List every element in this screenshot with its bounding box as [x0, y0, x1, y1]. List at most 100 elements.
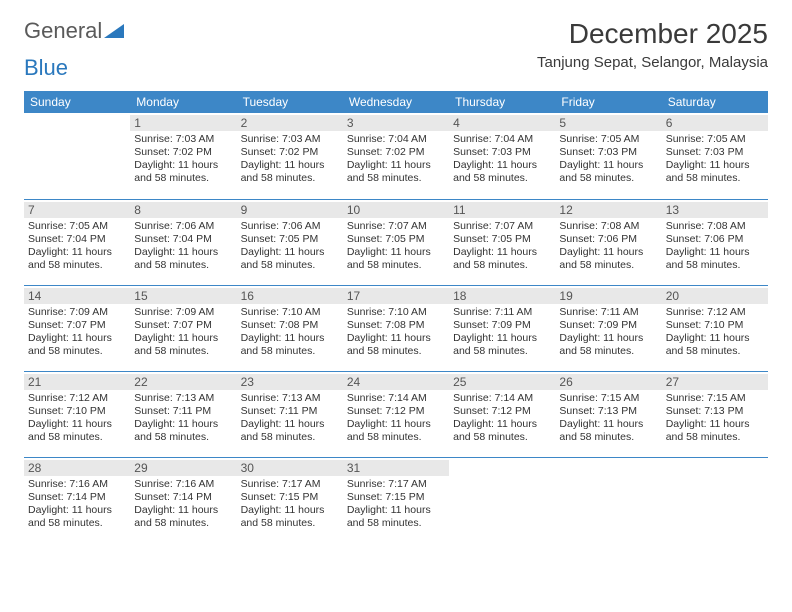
day-info: Sunrise: 7:03 AMSunset: 7:02 PMDaylight:… [241, 133, 339, 186]
daylight-text: Daylight: 11 hours [453, 159, 551, 172]
day-info: Sunrise: 7:08 AMSunset: 7:06 PMDaylight:… [559, 220, 657, 273]
sunset-text: Sunset: 7:02 PM [347, 146, 445, 159]
daylight-text: Daylight: 11 hours [453, 418, 551, 431]
calendar-cell: 28 Sunrise: 7:16 AMSunset: 7:14 PMDayligh… [24, 457, 130, 543]
day-info: Sunrise: 7:17 AMSunset: 7:15 PMDaylight:… [241, 478, 339, 531]
calendar-cell: 8 Sunrise: 7:06 AMSunset: 7:04 PMDaylight… [130, 199, 236, 285]
day-number: 5 [555, 115, 661, 131]
day-info: Sunrise: 7:06 AMSunset: 7:04 PMDaylight:… [134, 220, 232, 273]
day-info: Sunrise: 7:05 AMSunset: 7:03 PMDaylight:… [666, 133, 764, 186]
day-number: 2 [237, 115, 343, 131]
calendar-cell: 4 Sunrise: 7:04 AMSunset: 7:03 PMDaylight… [449, 113, 555, 199]
calendar-cell: 7Sunrise: 7:05 AMSunset: 7:04 PMDaylight… [24, 199, 130, 285]
day-info: Sunrise: 7:07 AMSunset: 7:05 PMDaylight:… [347, 220, 445, 273]
calendar-cell: 2 Sunrise: 7:03 AMSunset: 7:02 PMDaylight… [237, 113, 343, 199]
daylight-text: Daylight: 11 hours [28, 418, 126, 431]
triangle-icon [104, 18, 124, 44]
day-number: 8 [130, 202, 236, 218]
sunrise-text: Sunrise: 7:11 AM [453, 306, 551, 319]
sunrise-text: Sunrise: 7:13 AM [241, 392, 339, 405]
daylight-text-2: and 58 minutes. [453, 345, 551, 358]
sunrise-text: Sunrise: 7:15 AM [559, 392, 657, 405]
daylight-text: Daylight: 11 hours [347, 159, 445, 172]
column-header: Thursday [449, 91, 555, 113]
day-info: Sunrise: 7:11 AMSunset: 7:09 PMDaylight:… [559, 306, 657, 359]
day-number: 14 [24, 288, 130, 304]
month-title: December 2025 [537, 18, 768, 50]
sunrise-text: Sunrise: 7:03 AM [134, 133, 232, 146]
day-number: 16 [237, 288, 343, 304]
daylight-text-2: and 58 minutes. [134, 172, 232, 185]
sunrise-text: Sunrise: 7:09 AM [28, 306, 126, 319]
sunset-text: Sunset: 7:07 PM [134, 319, 232, 332]
calendar-cell [555, 457, 661, 543]
day-info: Sunrise: 7:13 AMSunset: 7:11 PMDaylight:… [134, 392, 232, 445]
sunset-text: Sunset: 7:10 PM [28, 405, 126, 418]
calendar-cell [24, 113, 130, 199]
day-number: 26 [555, 374, 661, 390]
daylight-text-2: and 58 minutes. [241, 172, 339, 185]
sunrise-text: Sunrise: 7:10 AM [347, 306, 445, 319]
daylight-text: Daylight: 11 hours [666, 246, 764, 259]
day-number: 11 [449, 202, 555, 218]
day-number: 17 [343, 288, 449, 304]
day-info: Sunrise: 7:12 AMSunset: 7:10 PMDaylight:… [666, 306, 764, 359]
daylight-text: Daylight: 11 hours [134, 246, 232, 259]
day-number: 7 [24, 202, 130, 218]
calendar-cell: 17 Sunrise: 7:10 AMSunset: 7:08 PMDayligh… [343, 285, 449, 371]
sunset-text: Sunset: 7:15 PM [347, 491, 445, 504]
daylight-text-2: and 58 minutes. [241, 431, 339, 444]
sunset-text: Sunset: 7:02 PM [241, 146, 339, 159]
sunrise-text: Sunrise: 7:12 AM [666, 306, 764, 319]
sunset-text: Sunset: 7:09 PM [559, 319, 657, 332]
daylight-text: Daylight: 11 hours [134, 504, 232, 517]
sunrise-text: Sunrise: 7:04 AM [347, 133, 445, 146]
sunset-text: Sunset: 7:11 PM [241, 405, 339, 418]
sunrise-text: Sunrise: 7:12 AM [28, 392, 126, 405]
brand-logo: General [24, 18, 125, 44]
day-info: Sunrise: 7:04 AMSunset: 7:03 PMDaylight:… [453, 133, 551, 186]
daylight-text: Daylight: 11 hours [134, 159, 232, 172]
daylight-text: Daylight: 11 hours [28, 246, 126, 259]
sunset-text: Sunset: 7:07 PM [28, 319, 126, 332]
calendar-cell: 21 Sunrise: 7:12 AMSunset: 7:10 PMDayligh… [24, 371, 130, 457]
sunrise-text: Sunrise: 7:16 AM [28, 478, 126, 491]
day-info: Sunrise: 7:09 AMSunset: 7:07 PMDaylight:… [134, 306, 232, 359]
daylight-text: Daylight: 11 hours [241, 418, 339, 431]
calendar-cell: 14Sunrise: 7:09 AMSunset: 7:07 PMDayligh… [24, 285, 130, 371]
sunset-text: Sunset: 7:09 PM [453, 319, 551, 332]
day-info: Sunrise: 7:16 AMSunset: 7:14 PMDaylight:… [28, 478, 126, 531]
sunrise-text: Sunrise: 7:11 AM [559, 306, 657, 319]
calendar-cell: 31Sunrise: 7:17 AMSunset: 7:15 PMDayligh… [343, 457, 449, 543]
day-number: 21 [24, 374, 130, 390]
sunset-text: Sunset: 7:05 PM [453, 233, 551, 246]
column-header: Saturday [662, 91, 768, 113]
daylight-text-2: and 58 minutes. [453, 259, 551, 272]
daylight-text-2: and 58 minutes. [134, 259, 232, 272]
calendar-cell: 23Sunrise: 7:13 AMSunset: 7:11 PMDayligh… [237, 371, 343, 457]
daylight-text: Daylight: 11 hours [347, 332, 445, 345]
daylight-text-2: and 58 minutes. [28, 431, 126, 444]
day-number: 28 [24, 460, 130, 476]
day-number: 4 [449, 115, 555, 131]
day-info: Sunrise: 7:10 AMSunset: 7:08 PMDaylight:… [347, 306, 445, 359]
daylight-text: Daylight: 11 hours [559, 159, 657, 172]
sunset-text: Sunset: 7:15 PM [241, 491, 339, 504]
column-header: Sunday [24, 91, 130, 113]
calendar-cell: 13Sunrise: 7:08 AMSunset: 7:06 PMDayligh… [662, 199, 768, 285]
daylight-text: Daylight: 11 hours [453, 246, 551, 259]
daylight-text-2: and 58 minutes. [241, 345, 339, 358]
column-header: Monday [130, 91, 236, 113]
calendar-cell [449, 457, 555, 543]
daylight-text-2: and 58 minutes. [559, 431, 657, 444]
calendar-cell: 3Sunrise: 7:04 AMSunset: 7:02 PMDaylight… [343, 113, 449, 199]
daylight-text: Daylight: 11 hours [241, 332, 339, 345]
daylight-text: Daylight: 11 hours [241, 504, 339, 517]
daylight-text: Daylight: 11 hours [134, 418, 232, 431]
location-label: Tanjung Sepat, Selangor, Malaysia [537, 54, 768, 71]
daylight-text-2: and 58 minutes. [666, 259, 764, 272]
sunset-text: Sunset: 7:14 PM [134, 491, 232, 504]
sunset-text: Sunset: 7:08 PM [347, 319, 445, 332]
daylight-text-2: and 58 minutes. [559, 172, 657, 185]
day-number: 19 [555, 288, 661, 304]
